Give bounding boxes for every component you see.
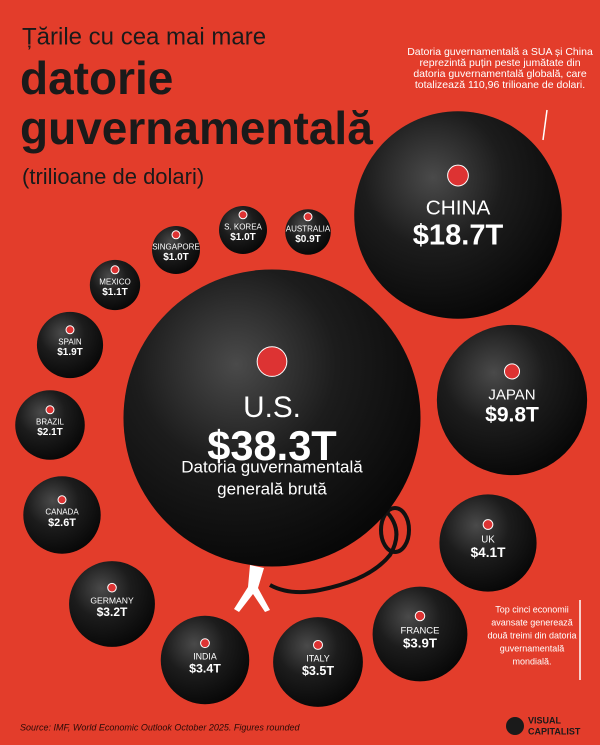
center-label: generală brută: [217, 479, 327, 498]
bubble-label: GERMANY: [90, 596, 134, 606]
bubble: [436, 324, 588, 476]
bubble: [285, 209, 331, 255]
title: datorie: [20, 52, 173, 104]
flag: [256, 346, 288, 377]
value-label: $4.1T: [471, 545, 506, 560]
value-label: $1.0T: [230, 232, 256, 243]
value-label: $1.1T: [102, 287, 128, 298]
brand: CAPITALIST: [528, 726, 581, 736]
bubble-label: MEXICO: [99, 278, 131, 287]
bubble: [273, 617, 363, 707]
value-label: $1.0T: [163, 252, 189, 263]
value-label: $1.9T: [57, 347, 83, 358]
bubble: [372, 586, 468, 682]
bubble-label: CANADA: [45, 508, 79, 517]
bubble: [123, 269, 421, 567]
bubble: [15, 390, 85, 460]
center-label: Datoria guvernamentală: [181, 457, 363, 476]
value-label: $2.6T: [48, 517, 76, 529]
flag: [57, 495, 67, 505]
flag: [303, 212, 313, 222]
chain: [269, 506, 411, 595]
flag: [110, 265, 120, 275]
brand: VISUAL: [528, 715, 562, 725]
flag: [200, 638, 210, 649]
flag: [447, 164, 469, 187]
annotation: avansate generează: [491, 617, 573, 627]
brand-logo: [506, 717, 524, 735]
flag: [482, 519, 494, 530]
flag: [414, 610, 426, 622]
bubble: [160, 615, 250, 705]
flag: [313, 639, 323, 650]
flag: [238, 210, 248, 220]
flag: [45, 405, 55, 415]
value-label: $3.2T: [97, 605, 128, 619]
bubble: [354, 111, 562, 319]
title: guvernamentală: [20, 102, 373, 154]
bubble-label: UK: [481, 535, 495, 546]
flag: [107, 582, 117, 593]
annotation: două treimi din datoria: [487, 630, 576, 640]
value-label: $2.1T: [37, 427, 63, 438]
annotation: Top cinci economii: [495, 604, 569, 614]
flag: [171, 230, 181, 240]
bubble-label: CHINA: [426, 196, 491, 219]
annotation: totalizează 110,96 trilioane de dolari.: [415, 79, 585, 91]
bubble: [36, 311, 104, 379]
annotation: guvernamentală: [500, 643, 565, 653]
bubble: [23, 476, 101, 554]
bubble-label: ITALY: [306, 654, 330, 664]
bubble: [69, 561, 155, 647]
bubble-label: BRAZIL: [36, 418, 65, 427]
value-label: $0.9T: [295, 234, 321, 245]
annotation: reprezintă puțin peste jumătate din: [419, 57, 580, 69]
bubble: [219, 206, 267, 254]
annotation-arrow: [542, 109, 548, 141]
annotation: mondială.: [512, 656, 551, 666]
value-label: $3.4T: [189, 662, 221, 676]
bubble-label: FRANCE: [401, 626, 440, 637]
bubble: [89, 259, 141, 311]
bubble: [152, 226, 200, 274]
value-label: $3.9T: [403, 635, 437, 650]
flag: [65, 325, 75, 335]
value-label: $9.8T: [485, 403, 539, 426]
bubble-label: AUSTRALIA: [286, 225, 331, 234]
bubble-label: SPAIN: [58, 338, 82, 347]
bubble-label: S. KOREA: [224, 223, 262, 232]
value-label: $18.7T: [413, 219, 504, 251]
value-label: $3.5T: [302, 664, 334, 678]
bubble-label: SINGAPORE: [152, 243, 200, 252]
subtitle: (trilioane de dolari): [22, 164, 204, 189]
bubble-label: U.S.: [243, 391, 301, 424]
pretitle: Țările cu cea mai mare: [22, 23, 266, 50]
source: Source: IMF, World Economic Outlook Octo…: [20, 722, 300, 732]
annotation: datoria guvernamentală globală, care: [413, 68, 587, 80]
bubble-label: INDIA: [193, 652, 217, 662]
value-label: $38.3T: [207, 422, 336, 469]
bubble-label: JAPAN: [488, 386, 535, 403]
annotation: Datoria guvernamentală a SUA și China: [407, 46, 593, 58]
bubble: [439, 494, 537, 592]
flag: [503, 363, 521, 380]
